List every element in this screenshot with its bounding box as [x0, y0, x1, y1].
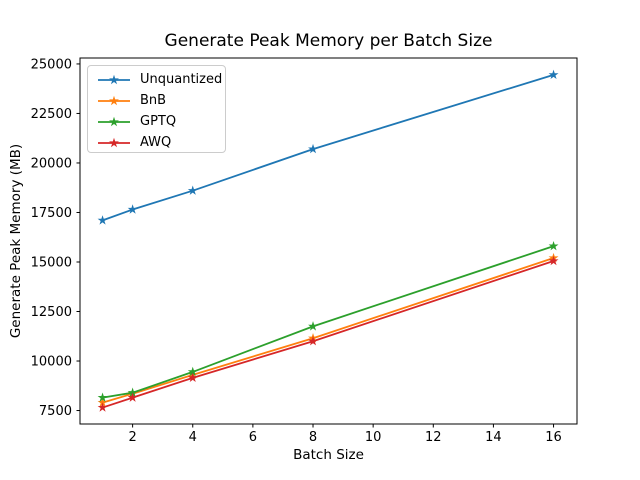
legend-entry-awq: AWQ	[97, 132, 225, 153]
legend-label: AWQ	[140, 135, 172, 150]
series-marker-bnb	[97, 397, 108, 407]
series-marker-awq	[127, 392, 138, 402]
y-axis-label: Generate Peak Memory (MB)	[8, 143, 24, 339]
series-marker-awq	[548, 255, 559, 266]
series-marker-unquantized	[97, 215, 108, 225]
x-tick-label: 16	[545, 430, 562, 445]
legend-label: BnB	[140, 93, 167, 108]
series-marker-gptq	[127, 387, 138, 397]
series-marker-unquantized	[127, 204, 138, 214]
x-tick-label: 6	[249, 430, 257, 445]
legend-entry-bnb: BnB	[97, 90, 225, 111]
legend-entry-gptq: GPTQ	[97, 111, 225, 132]
axes-frame	[79, 57, 578, 425]
series-marker-unquantized	[548, 69, 559, 80]
y-tick-label: 17500	[31, 206, 72, 221]
x-tick-label: 4	[189, 430, 197, 445]
legend-entry-unquantized: Unquantized	[97, 69, 225, 90]
series-marker-gptq	[548, 240, 559, 251]
star-marker-icon	[109, 74, 119, 84]
x-axis-label: Batch Size	[293, 447, 364, 463]
y-tick-label: 7500	[39, 404, 72, 419]
y-tick-label: 12500	[31, 305, 72, 320]
series-marker-unquantized	[308, 143, 318, 154]
y-tick-label: 10000	[31, 355, 72, 370]
x-tick-label: 10	[365, 430, 382, 445]
series-marker-unquantized	[187, 185, 198, 195]
series-marker-awq	[97, 402, 108, 412]
series-marker-awq	[308, 336, 318, 346]
series-marker-gptq	[187, 366, 198, 377]
y-tick-label: 20000	[31, 156, 72, 171]
legend: Unquantized BnB GPTQ AWQ	[87, 65, 226, 153]
star-marker-icon	[109, 137, 119, 147]
y-tick-label: 25000	[31, 57, 72, 72]
legend-line-sample	[98, 74, 130, 84]
legend-line-sample	[98, 95, 130, 105]
series-marker-gptq	[97, 392, 108, 402]
legend-label: GPTQ	[140, 114, 177, 129]
chart-title: Generate Peak Memory per Batch Size	[164, 31, 493, 51]
legend-line-sample	[98, 137, 130, 147]
x-tick-label: 12	[425, 430, 442, 445]
y-tick-label: 15000	[31, 255, 72, 270]
series-marker-awq	[187, 372, 198, 383]
x-tick-label: 8	[309, 430, 317, 445]
legend-label: Unquantized	[140, 72, 223, 87]
x-tick-label: 14	[485, 430, 502, 445]
series-line-bnb	[102, 257, 554, 404]
series-marker-gptq	[308, 321, 318, 331]
star-marker-icon	[109, 95, 119, 105]
star-marker-icon	[109, 116, 119, 126]
series-line-gptq	[102, 245, 554, 399]
x-tick-label: 2	[128, 430, 136, 445]
legend-line-sample	[98, 116, 130, 126]
y-tick-label: 22500	[31, 107, 72, 122]
series-line-awq	[102, 260, 554, 409]
